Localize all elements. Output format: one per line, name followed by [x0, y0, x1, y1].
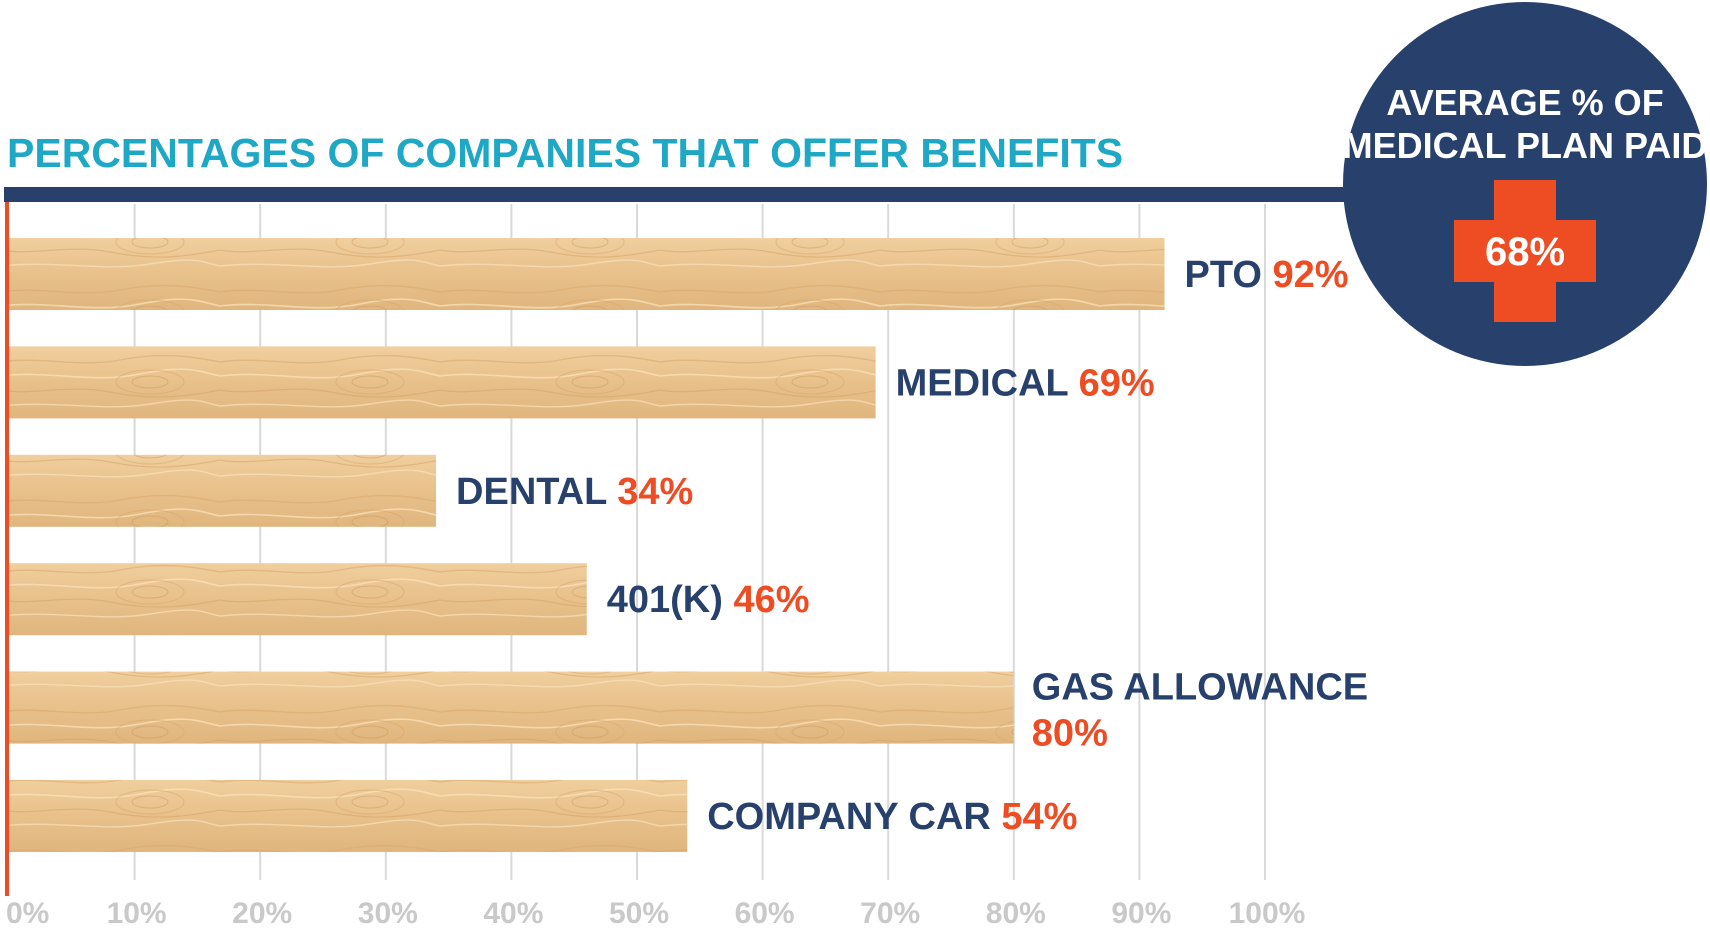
bar-value-label: 46% — [733, 579, 809, 621]
bar-label: COMPANY CAR 54% — [707, 796, 1077, 838]
x-tick-label: 60% — [735, 897, 795, 930]
x-tick-label: 40% — [483, 897, 543, 930]
bar-grain — [9, 563, 587, 636]
x-tick-label: 80% — [986, 897, 1046, 930]
bar-category-label: PTO — [1185, 254, 1273, 296]
gridlines — [133, 204, 1266, 880]
bar-grain — [9, 238, 1165, 310]
x-axis-ticks: 0% 10% 20% 30% 40% 50% 60% 70% 80% 90% 100% — [6, 897, 1305, 930]
bar-label: PTO 92% — [1185, 254, 1349, 296]
bar-category-label: DENTAL — [456, 471, 617, 513]
bar-value-label: 54% — [1001, 796, 1077, 838]
y-axis-line — [5, 188, 9, 896]
bar-grain — [9, 780, 688, 852]
bar-labels: PTO 92% MEDICAL 69% DENTAL 34% 401(K) 46% GA… — [456, 254, 1368, 838]
bars — [9, 238, 1165, 852]
bar-value-label: 80% — [1032, 713, 1108, 755]
bar-label: MEDICAL 69% — [896, 362, 1155, 404]
bar-grain — [9, 346, 876, 419]
x-tick-label: 10% — [107, 897, 167, 930]
x-tick-label: 20% — [232, 897, 292, 930]
x-tick-label: 70% — [860, 897, 920, 930]
badge-title-line-1: AVERAGE % OF — [1386, 82, 1663, 123]
bar-category-label: MEDICAL — [896, 362, 1079, 404]
bar-grain — [9, 454, 437, 527]
chart-title: PERCENTAGES OF COMPANIES THAT OFFER BENE… — [7, 130, 1123, 176]
x-tick-label: 50% — [609, 897, 669, 930]
bar-grain — [9, 671, 1014, 744]
medical-cross-icon — [1454, 180, 1596, 322]
x-tick-label: 30% — [358, 897, 418, 930]
badge-value: 68% — [1485, 230, 1565, 274]
x-tick-label: 100% — [1229, 897, 1306, 930]
bar-label: 401(K) 46% — [607, 579, 810, 621]
x-tick-label: 90% — [1111, 897, 1171, 930]
bar-label: DENTAL 34% — [456, 471, 693, 513]
x-tick-label: 0% — [6, 897, 49, 930]
bar-category-label: COMPANY CAR — [707, 796, 1001, 838]
bar-value-label: 69% — [1079, 362, 1155, 404]
bar-value-label: 34% — [617, 471, 693, 513]
bar-category-label: GAS ALLOWANCE — [1032, 667, 1368, 709]
title-rule — [4, 187, 1364, 202]
badge-title-line-2: MEDICAL PLAN PAID — [1343, 125, 1708, 166]
medical-plan-badge: AVERAGE % OF MEDICAL PLAN PAID 68% — [1343, 2, 1708, 366]
bar-category-label: 401(K) — [607, 579, 734, 621]
bar-value-label: 92% — [1273, 254, 1349, 296]
